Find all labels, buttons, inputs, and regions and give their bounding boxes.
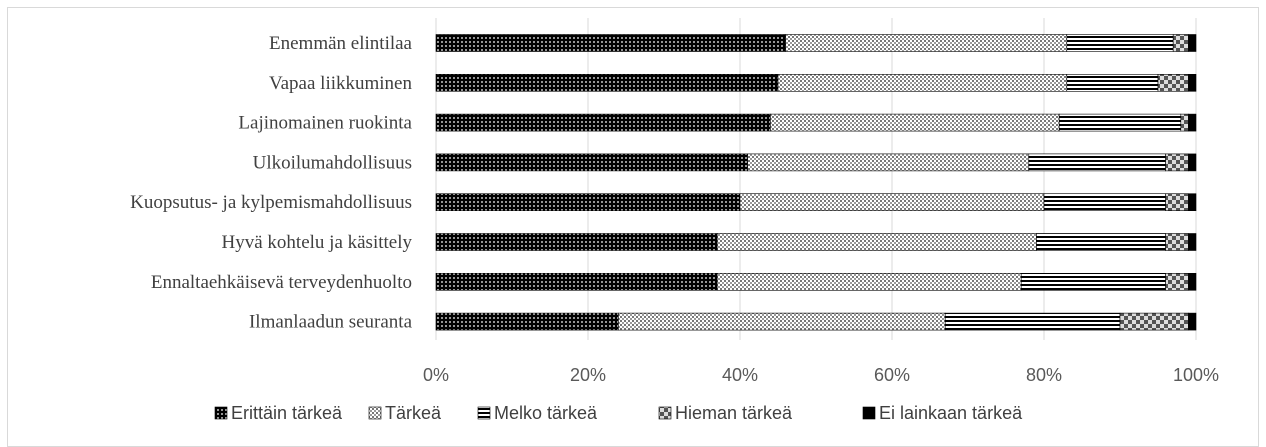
bar-segment — [716, 272, 1022, 291]
bar-segment — [785, 34, 1068, 52]
category-label: Vapaa liikkuminen — [269, 73, 412, 94]
bar-segment — [1020, 272, 1166, 291]
bar-segment — [1036, 233, 1166, 251]
bar-segment — [716, 233, 1037, 251]
category-label: Ulkoilumahdollisuus — [253, 152, 412, 173]
bar-segment — [435, 153, 748, 172]
legend-swatch — [477, 406, 491, 420]
legend-swatch — [658, 406, 672, 420]
bar-segment — [618, 312, 946, 331]
legend-label: Tärkeä — [385, 403, 442, 423]
category-label: Kuopsutus- ja kylpemismahdollisuus — [130, 192, 412, 213]
legend-label: Hieman tärkeä — [675, 403, 793, 423]
x-tick-label: 0% — [423, 365, 449, 385]
bar-segment — [435, 113, 771, 132]
bar-segment — [1172, 34, 1189, 52]
legend-swatch — [368, 406, 382, 420]
bar-segment — [1119, 312, 1189, 331]
bar-segment — [1165, 153, 1189, 172]
bar-segment — [1028, 153, 1166, 172]
category-labels: Enemmän elintilaa Vapaa liikkuminen Lajino… — [130, 33, 412, 333]
bar-segment — [1188, 312, 1197, 331]
x-tick-label: 40% — [722, 365, 758, 385]
bar-segment — [1188, 153, 1197, 172]
bar-segment — [770, 113, 1060, 132]
legend: Erittäin tärkeä Tärkeä Melko tärkeä Hieman … — [214, 403, 1023, 423]
category-label: Lajinomainen ruokinta — [238, 113, 412, 134]
bar-segment — [1188, 113, 1197, 132]
bar-segment — [435, 272, 718, 291]
x-tick-label: 100% — [1173, 365, 1219, 385]
bar-segment — [435, 193, 741, 211]
bar-segment — [1058, 113, 1182, 132]
legend-swatch — [214, 406, 228, 420]
bar-segment — [1180, 113, 1189, 132]
bar-segment — [747, 153, 1030, 172]
bars — [435, 34, 1197, 331]
bar-segment — [1066, 34, 1174, 52]
category-label: Ennaltaehkäisevä terveydenhuolto — [151, 272, 412, 293]
gridlines — [435, 18, 1197, 340]
legend-swatch — [862, 406, 876, 420]
bar-segment — [435, 233, 718, 251]
bar-segment — [1066, 74, 1159, 92]
bar-segment — [1165, 193, 1189, 211]
x-tick-label: 60% — [874, 365, 910, 385]
x-tick-label: 20% — [570, 365, 606, 385]
legend-label: Ei lainkaan tärkeä — [879, 403, 1023, 423]
bar-segment — [1165, 272, 1189, 291]
x-axis-ticks: 0% 20% 40% 60% 80% 100% — [423, 365, 1219, 385]
bar-segment — [739, 193, 1045, 211]
x-tick-label: 80% — [1026, 365, 1062, 385]
bar-segment — [435, 74, 779, 92]
category-label: Enemmän elintilaa — [269, 33, 413, 54]
bar-segment — [1188, 74, 1197, 92]
bar-segment — [1165, 233, 1189, 251]
category-label: Hyvä kohtelu ja käsittely — [222, 232, 413, 253]
bar-segment — [1188, 193, 1197, 211]
bar-segment — [944, 312, 1121, 331]
bar-segment — [777, 74, 1068, 92]
bar-segment — [1188, 233, 1197, 251]
bar-segment — [1043, 193, 1166, 211]
stacked-bar-chart: Enemmän elintilaa Vapaa liikkuminen Lajino… — [130, 18, 1219, 423]
bar-segment — [1188, 272, 1197, 291]
legend-label: Melko tärkeä — [494, 403, 598, 423]
bar-segment — [435, 312, 619, 331]
bar-segment — [1157, 74, 1189, 92]
bar-segment — [1188, 34, 1197, 52]
bar-segment — [435, 34, 786, 52]
category-label: Ilmanlaadun seuranta — [249, 312, 413, 333]
legend-label: Erittäin tärkeä — [231, 403, 343, 423]
